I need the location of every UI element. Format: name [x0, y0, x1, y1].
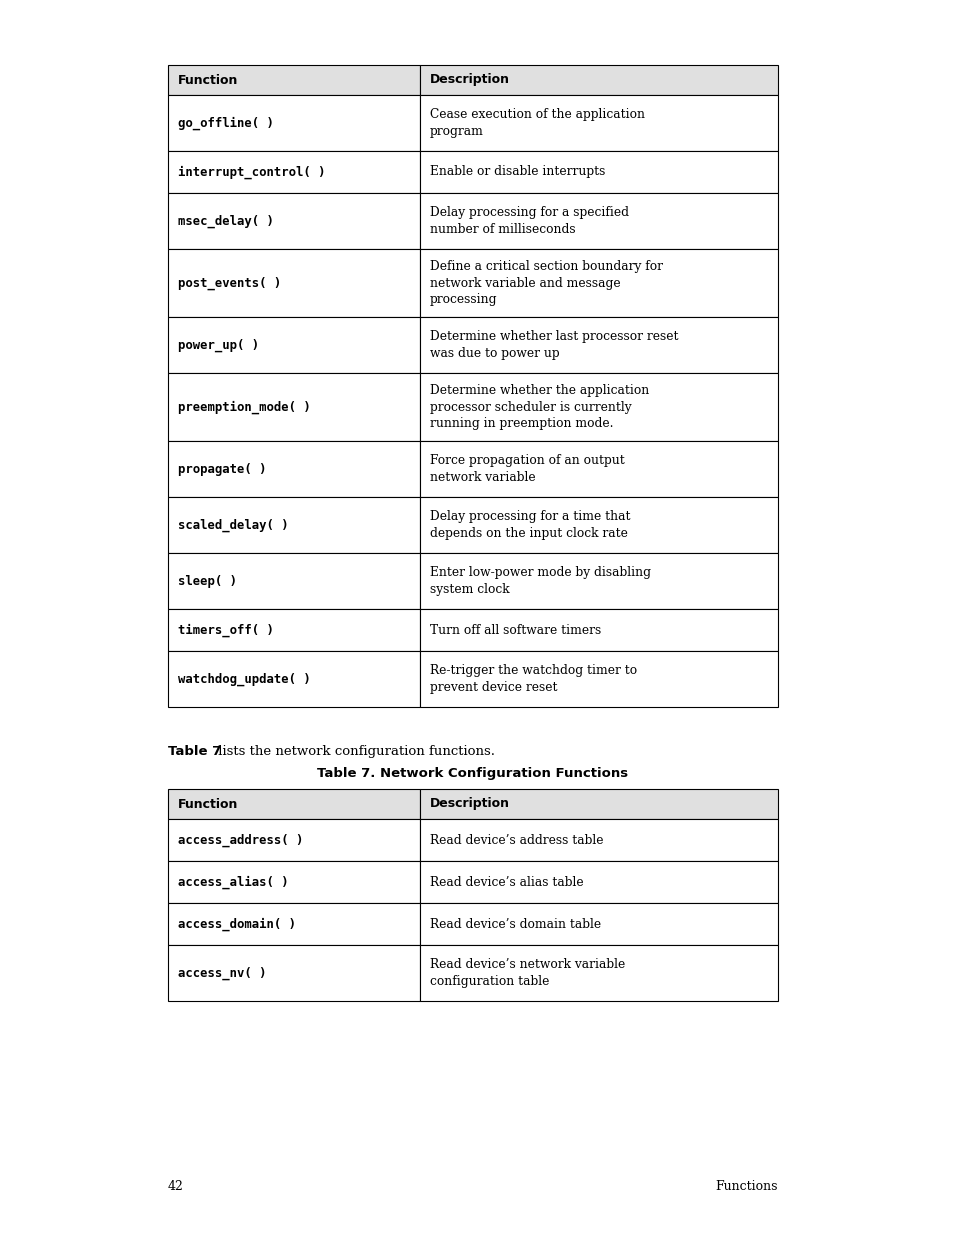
Text: Define a critical section boundary for
network variable and message
processing: Define a critical section boundary for n… [430, 261, 662, 306]
Text: access_alias( ): access_alias( ) [178, 876, 289, 889]
Bar [419, 95, 778, 151]
Text: go_offline( ): go_offline( ) [178, 116, 274, 130]
Text: Function: Function [178, 798, 238, 810]
Bar [168, 151, 419, 193]
Bar [419, 373, 778, 441]
Text: scaled_delay( ): scaled_delay( ) [178, 519, 289, 531]
Bar [419, 65, 778, 95]
Text: Table 7. Network Configuration Functions: Table 7. Network Configuration Functions [317, 767, 628, 781]
Text: Turn off all software timers: Turn off all software timers [430, 624, 600, 636]
Text: Determine whether the application
processor scheduler is currently
running in pr: Determine whether the application proces… [430, 384, 649, 430]
Bar [168, 249, 419, 317]
Bar [419, 819, 778, 861]
Text: power_up( ): power_up( ) [178, 338, 259, 352]
Bar [419, 945, 778, 1002]
Bar [419, 496, 778, 553]
Text: Delay processing for a time that
depends on the input clock rate: Delay processing for a time that depends… [430, 510, 630, 540]
Bar [419, 789, 778, 819]
Text: Cease execution of the application
program: Cease execution of the application progr… [430, 109, 644, 138]
Text: Read device’s alias table: Read device’s alias table [430, 876, 583, 888]
Text: Function: Function [178, 74, 238, 86]
Text: Force propagation of an output
network variable: Force propagation of an output network v… [430, 454, 624, 484]
Text: msec_delay( ): msec_delay( ) [178, 215, 274, 227]
Bar [168, 373, 419, 441]
Text: interrupt_control( ): interrupt_control( ) [178, 165, 325, 179]
Bar [168, 945, 419, 1002]
Bar [419, 151, 778, 193]
Bar [419, 441, 778, 496]
Text: preemption_mode( ): preemption_mode( ) [178, 400, 311, 414]
Bar [419, 249, 778, 317]
Text: Table 7: Table 7 [168, 745, 221, 758]
Bar [168, 609, 419, 651]
Text: Description: Description [430, 798, 510, 810]
Bar [168, 193, 419, 249]
Text: watchdog_update( ): watchdog_update( ) [178, 672, 311, 685]
Bar [419, 903, 778, 945]
Bar [419, 651, 778, 706]
Text: Enable or disable interrupts: Enable or disable interrupts [430, 165, 605, 179]
Text: Read device’s domain table: Read device’s domain table [430, 918, 600, 930]
Bar [168, 861, 419, 903]
Text: Read device’s network variable
configuration table: Read device’s network variable configura… [430, 958, 624, 988]
Bar [168, 789, 419, 819]
Bar [168, 553, 419, 609]
Bar [419, 609, 778, 651]
Text: lists the network configuration functions.: lists the network configuration function… [213, 745, 495, 758]
Text: Re-trigger the watchdog timer to
prevent device reset: Re-trigger the watchdog timer to prevent… [430, 664, 637, 694]
Text: Functions: Functions [715, 1179, 778, 1193]
Text: access_address( ): access_address( ) [178, 834, 303, 847]
Text: propagate( ): propagate( ) [178, 462, 266, 475]
Text: access_domain( ): access_domain( ) [178, 918, 295, 931]
Bar [168, 819, 419, 861]
Bar [419, 317, 778, 373]
Text: Enter low-power mode by disabling
system clock: Enter low-power mode by disabling system… [430, 567, 650, 595]
Text: Read device’s address table: Read device’s address table [430, 834, 603, 846]
Bar [168, 95, 419, 151]
Bar [168, 65, 419, 95]
Bar [419, 861, 778, 903]
Text: Determine whether last processor reset
was due to power up: Determine whether last processor reset w… [430, 330, 678, 359]
Text: post_events( ): post_events( ) [178, 277, 281, 290]
Bar [168, 903, 419, 945]
Text: Delay processing for a specified
number of milliseconds: Delay processing for a specified number … [430, 206, 628, 236]
Bar [168, 317, 419, 373]
Text: Description: Description [430, 74, 510, 86]
Text: sleep( ): sleep( ) [178, 574, 236, 588]
Bar [419, 553, 778, 609]
Text: timers_off( ): timers_off( ) [178, 624, 274, 637]
Bar [168, 496, 419, 553]
Bar [168, 441, 419, 496]
Text: 42: 42 [168, 1179, 184, 1193]
Bar [419, 193, 778, 249]
Bar [168, 651, 419, 706]
Text: access_nv( ): access_nv( ) [178, 966, 266, 979]
